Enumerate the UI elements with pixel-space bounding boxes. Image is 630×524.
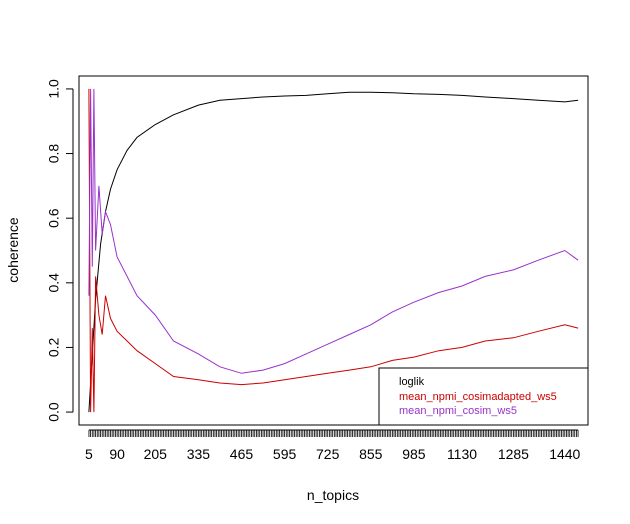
legend-entry-cosim: mean_npmi_cosim_ws5 [399,405,517,417]
series-line-2 [88,88,579,374]
legend-box [378,367,589,426]
x-tick-label: 1130 [447,446,477,462]
x-axis-label: n_topics [307,487,359,503]
x-tick-label: 595 [273,446,297,462]
y-tick-label: 0.0 [46,402,62,422]
x-tick-label: 90 [109,446,125,462]
plot-frame [78,75,589,426]
series-line-1 [88,88,579,413]
x-tick-label: 1440 [549,446,580,462]
y-tick-label: 1.0 [46,79,62,99]
series-line-0 [88,91,579,413]
x-tick-label: 5 [85,446,93,462]
x-tick-label: 1285 [498,446,529,462]
x-tick-label: 465 [230,446,254,462]
x-tick-label: 985 [402,446,426,462]
x-tick-label: 725 [316,446,340,462]
x-tick-label: 855 [359,446,383,462]
x-tick-label: 335 [187,446,211,462]
y-axis-label: coherence [5,217,21,283]
y-tick-label: 0.8 [46,144,62,164]
y-tick-label: 0.6 [46,208,62,228]
legend-entry-loglik: loglik [399,376,425,388]
x-axis: 5 90 205 335 465 595 725 855 985 1130 1285 1440 [85,429,581,462]
series-layer [88,88,579,413]
x-tick-label: 205 [144,446,168,462]
y-tick-label: 0.2 [46,338,62,358]
y-axis: 0.0 0.2 0.4 0.6 0.8 1.0 [46,79,74,422]
y-tick-label: 0.4 [46,273,62,293]
legend: loglik mean_npmi_cosimadapted_ws5 mean_n… [378,367,589,426]
legend-entry-cosimadapted: mean_npmi_cosimadapted_ws5 [399,391,557,403]
